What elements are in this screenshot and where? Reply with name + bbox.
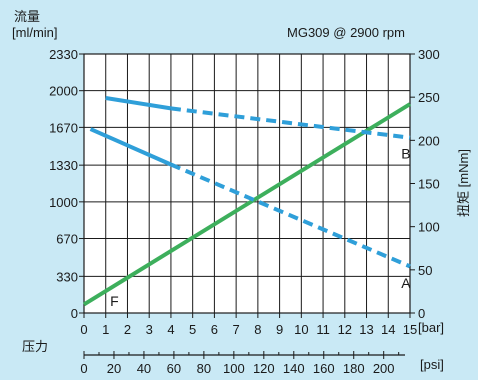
bar-tick-label: 15 [403, 322, 417, 337]
curve-annotations: F B A [110, 145, 411, 309]
psi-tick-label: 160 [313, 361, 335, 376]
chart-title: MG309 @ 2900 rpm [287, 25, 405, 40]
pressure-label: 压力 [22, 339, 48, 354]
left-tick-label: 1330 [49, 158, 78, 173]
right-tick-label: 100 [418, 220, 440, 235]
series-line-b-dashed [170, 106, 411, 140]
left-axis-label: 流量 [14, 9, 40, 24]
psi-tick-label: 40 [137, 361, 151, 376]
left-tick-label: 2000 [49, 84, 78, 99]
right-tick-label: 250 [418, 90, 440, 105]
psi-tick-label: 20 [107, 361, 121, 376]
bar-tick-label: 14 [381, 322, 395, 337]
right-tick-label: 150 [418, 177, 440, 192]
psi-tick-label: 0 [80, 361, 87, 376]
bar-tick-label: 12 [338, 322, 352, 337]
right-axis-ticks: 0 50 100 150 200 250 300 [410, 47, 440, 321]
series-line-a-solid [89, 127, 172, 167]
psi-tick-label: 100 [223, 361, 245, 376]
right-tick-label: 200 [418, 133, 440, 148]
left-tick-label: 2330 [49, 47, 78, 62]
bar-tick-label: 3 [146, 322, 153, 337]
left-tick-label: 1000 [49, 195, 78, 210]
series-layer [82, 96, 412, 307]
bar-tick-label: 4 [167, 322, 174, 337]
psi-tick-label: 120 [253, 361, 275, 376]
bar-tick-label: 13 [359, 322, 373, 337]
left-axis-unit: [ml/min] [12, 25, 58, 40]
series-line-f-solid [82, 102, 412, 307]
bar-tick-label: 1 [102, 322, 109, 337]
curve-label-a: A [401, 275, 411, 291]
bar-tick-label: 9 [276, 322, 283, 337]
right-axis-label: 扭矩 [mNm] [456, 149, 471, 217]
left-axis-ticks: 0 330 670 1000 1330 1670 2000 2330 [49, 47, 84, 321]
left-tick-label: 330 [56, 269, 78, 284]
bar-tick-label: 6 [211, 322, 218, 337]
curve-label-b: B [401, 145, 410, 161]
series-line-b-solid [105, 96, 172, 111]
bar-tick-label: 7 [233, 322, 240, 337]
psi-unit-label: [psi] [420, 357, 444, 372]
grid-lines [84, 54, 410, 313]
psi-tick-label: 60 [167, 361, 181, 376]
bar-tick-label: 8 [254, 322, 261, 337]
bar-tick-label: 5 [189, 322, 196, 337]
right-tick-label: 0 [418, 306, 425, 321]
bar-tick-label: 0 [80, 322, 87, 337]
bar-axis-ticks: 0 1 2 3 4 5 6 7 8 9 10 11 12 13 14 15 [80, 313, 417, 337]
right-tick-label: 50 [418, 263, 432, 278]
left-tick-label: 670 [56, 232, 78, 247]
psi-axis: 0 20 40 60 80 100 120 140 160 180 200 [80, 351, 405, 376]
right-tick-label: 300 [418, 47, 440, 62]
bar-tick-label: 2 [124, 322, 131, 337]
left-tick-label: 0 [71, 306, 78, 321]
left-tick-label: 1670 [49, 120, 78, 135]
psi-tick-label: 140 [283, 361, 305, 376]
psi-tick-label: 200 [373, 361, 395, 376]
psi-tick-label: 80 [197, 361, 211, 376]
series-line-a-dashed [170, 162, 411, 269]
bar-tick-label: 10 [294, 322, 308, 337]
psi-tick-label: 180 [343, 361, 365, 376]
bar-tick-label: 11 [316, 322, 330, 337]
bar-unit-label: [bar] [418, 320, 444, 335]
curve-label-f: F [110, 293, 119, 309]
